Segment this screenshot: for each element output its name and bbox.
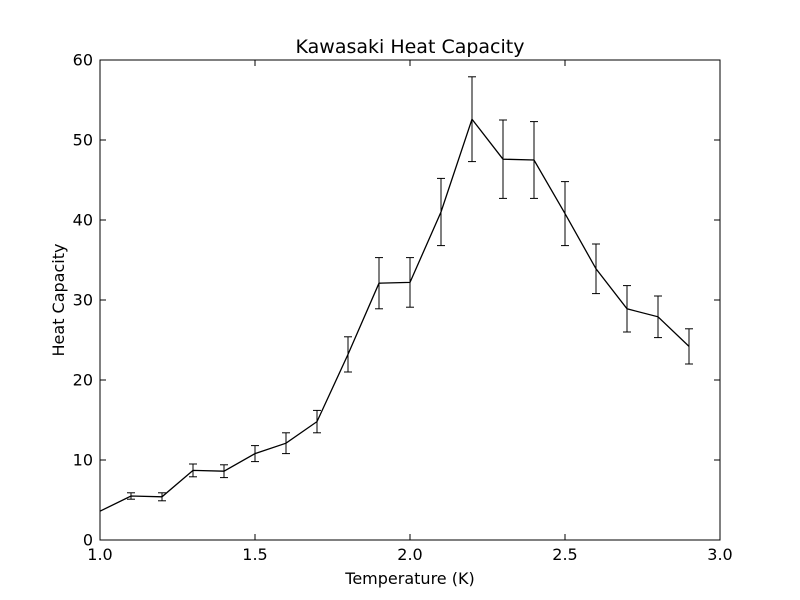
x-axis-label: Temperature (K) [344,569,474,588]
x-tick-label: 3.0 [707,545,732,564]
error-bar [685,328,693,365]
chart-ticks: 1.0 1.5 2.0 2.5 3.0 0 10 20 30 40 50 60 [73,51,733,565]
error-bar [592,243,600,295]
error-bar [375,257,383,310]
error-bar [282,432,290,455]
y-tick-label: 50 [73,131,93,150]
error-bar [313,409,321,434]
error-bar [251,445,259,463]
y-tick-label: 20 [73,371,93,390]
error-bar [654,295,662,339]
error-bar [561,181,569,247]
x-tick-label: 1.0 [87,545,112,564]
x-tick-label: 1.5 [242,545,267,564]
y-tick-label: 30 [73,291,93,310]
error-bar [499,119,507,199]
x-tick-label: 2.5 [552,545,577,564]
error-bar [468,76,476,163]
error-bar [344,336,352,373]
error-bar [530,121,538,199]
x-tick-label: 2.0 [397,545,422,564]
y-tick-label: 0 [83,531,93,550]
y-tick-label: 10 [73,451,93,470]
chart-title: Kawasaki Heat Capacity [296,36,525,58]
error-bar [127,492,135,500]
error-bar [437,177,445,247]
error-bar [220,464,228,479]
error-bar [189,463,197,478]
plot-frame [99,59,721,541]
error-bar [406,257,414,308]
error-bar [623,285,631,333]
y-tick-label: 40 [73,211,93,230]
y-tick-label: 60 [73,51,93,70]
series-line [99,117,690,512]
chart-marks [99,76,693,512]
error-bar [158,492,166,502]
y-axis-label: Heat Capacity [49,244,68,357]
